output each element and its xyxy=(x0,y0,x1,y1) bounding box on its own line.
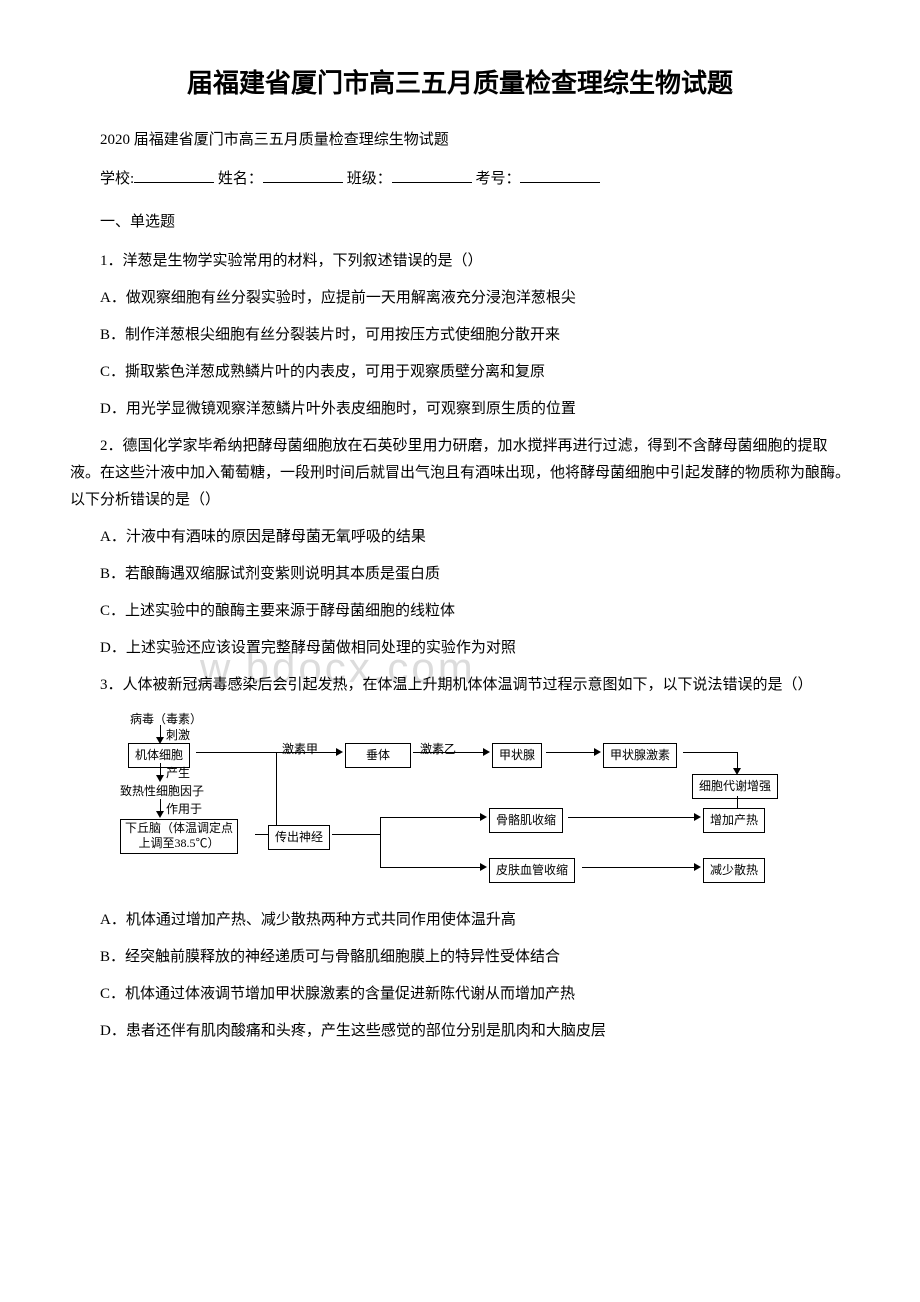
q3-option-a: A．机体通过增加产热、减少散热两种方式共同作用使体温升高 xyxy=(70,907,850,934)
class-blank xyxy=(392,168,472,183)
q1-option-b: B．制作洋葱根尖细胞有丝分裂装片时，可用按压方式使细胞分散开来 xyxy=(70,322,850,349)
exam-no-label: 考号： xyxy=(475,171,520,187)
diagram-arrow xyxy=(694,863,701,871)
diagram-efferent: 传出神经 xyxy=(268,825,330,851)
diagram-pituitary: 垂体 xyxy=(345,743,411,769)
q2-option-c: C．上述实验中的酿酶主要来源于酵母菌细胞的线粒体 xyxy=(70,598,850,625)
q1-option-a: A．做观察细胞有丝分裂实验时，应提前一天用解离液充分浸泡洋葱根尖 xyxy=(70,285,850,312)
diagram-arrow xyxy=(483,748,490,756)
q2-option-a: A．汁液中有酒味的原因是酵母菌无氧呼吸的结果 xyxy=(70,524,850,551)
diagram-acton-label: 作用于 xyxy=(166,799,202,821)
name-label: 姓名： xyxy=(218,171,263,187)
q2-stem: 2．德国化学家毕希纳把酵母菌细胞放在石英砂里用力研磨，加水搅拌再进行过滤，得到不… xyxy=(70,433,850,514)
section-header: 一、单选题 xyxy=(70,209,850,236)
diagram-line xyxy=(546,752,594,753)
diagram-line xyxy=(196,752,276,753)
q2-option-b: B．若酿酶遇双缩脲试剂变紫则说明其本质是蛋白质 xyxy=(70,561,850,588)
diagram-line xyxy=(332,834,380,835)
diagram-line xyxy=(380,867,480,868)
diagram-arrow xyxy=(336,748,343,756)
diagram-heat-up: 增加产热 xyxy=(703,808,765,834)
diagram-vasoconstrict: 皮肤血管收缩 xyxy=(489,858,575,884)
diagram-arrow xyxy=(480,813,487,821)
diagram-line xyxy=(683,752,737,753)
diagram-line xyxy=(582,867,694,868)
diagram-arrow xyxy=(694,813,701,821)
subtitle: 2020 届福建省厦门市高三五月质量检查理综生物试题 xyxy=(70,127,850,154)
diagram-line xyxy=(255,834,268,835)
q1-option-c: C．撕取紫色洋葱成熟鳞片叶的内表皮，可用于观察质壁分离和复原 xyxy=(70,359,850,386)
diagram-metabolism: 细胞代谢增强 xyxy=(692,774,778,800)
diagram-hypothalamus: 下丘脑（体温调定点 上调至38.5℃） xyxy=(120,819,238,854)
diagram-hypothalamus-line1: 下丘脑（体温调定点 xyxy=(125,821,233,837)
diagram-arrow xyxy=(156,811,164,818)
diagram-thyroxine: 甲状腺激素 xyxy=(603,743,677,769)
q3-stem: 3．人体被新冠病毒感染后会引起发热，在体温上升期机体体温调节过程示意图如下，以下… xyxy=(70,672,850,699)
q3-option-b: B．经突触前膜释放的神经递质可与骨骼肌细胞膜上的特异性受体结合 xyxy=(70,944,850,971)
diagram-arrow xyxy=(594,748,601,756)
diagram-thyroid: 甲状腺 xyxy=(492,743,542,769)
diagram-line xyxy=(276,752,277,834)
diagram-muscle: 骨骼肌收缩 xyxy=(489,808,563,834)
q1-option-d: D．用光学显微镜观察洋葱鳞片叶外表皮细胞时，可观察到原生质的位置 xyxy=(70,396,850,423)
exam-no-blank xyxy=(520,168,600,183)
q3-option-c: C．机体通过体液调节增加甲状腺激素的含量促进新陈代谢从而增加产热 xyxy=(70,981,850,1008)
school-blank xyxy=(134,168,214,183)
diagram-hormone-a-label: 激素甲 xyxy=(282,739,318,761)
q2-option-d: D．上述实验还应该设置完整酵母菌做相同处理的实验作为对照 xyxy=(70,635,850,662)
school-label: 学校: xyxy=(100,171,134,187)
diagram-line xyxy=(380,817,480,818)
q3-diagram: 病毒（毒素） 刺激 机体细胞 产生 致热性细胞因子 作用于 下丘脑（体温调定点 … xyxy=(120,709,880,889)
name-blank xyxy=(263,168,343,183)
class-label: 班级： xyxy=(347,171,392,187)
diagram-hormone-b-label: 激素乙 xyxy=(420,739,456,761)
diagram-line xyxy=(380,817,381,867)
form-line: 学校: 姓名： 班级： 考号： xyxy=(70,166,850,193)
diagram-hypothalamus-line2: 上调至38.5℃） xyxy=(125,836,233,852)
q3-option-d: D．患者还伴有肌肉酸痛和头疼，产生这些感觉的部位分别是肌肉和大脑皮层 xyxy=(70,1018,850,1045)
q1-stem: 1．洋葱是生物学实验常用的材料，下列叙述错误的是（） xyxy=(70,248,850,275)
diagram-line xyxy=(568,817,694,818)
diagram-arrow xyxy=(480,863,487,871)
diagram-heat-loss: 减少散热 xyxy=(703,858,765,884)
page-title: 届福建省厦门市高三五月质量检查理综生物试题 xyxy=(70,60,850,107)
